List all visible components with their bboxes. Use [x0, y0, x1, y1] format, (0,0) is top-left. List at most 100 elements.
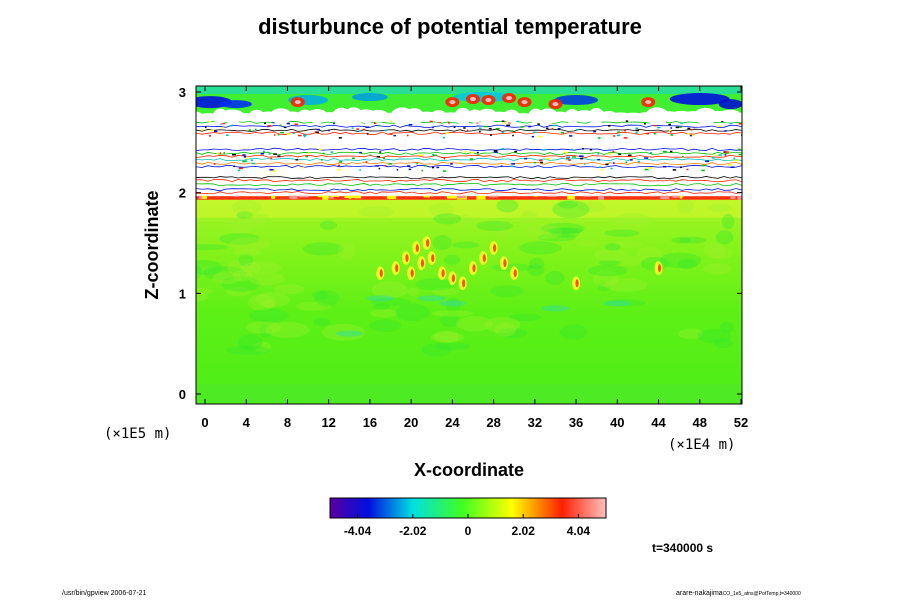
- contour-speckle: [663, 165, 667, 168]
- band-speckle: [430, 194, 434, 197]
- contour-speckle: [542, 149, 547, 151]
- band-speckle: [198, 194, 206, 199]
- upper-cyan-cap: [196, 86, 742, 95]
- texture-patch: [302, 242, 344, 256]
- cloud-fringe: [199, 113, 217, 120]
- chart-title: disturbunce of potential temperature: [258, 14, 642, 39]
- x-tick-label: 28: [486, 415, 500, 430]
- contour-line: [196, 161, 742, 166]
- texture-patch: [547, 227, 584, 234]
- contour-speckle: [631, 157, 633, 159]
- texture-patch: [225, 216, 261, 230]
- texture-patch: [497, 328, 528, 338]
- plume-core: [493, 244, 497, 253]
- contour-speckle: [219, 152, 222, 154]
- contour-speckle: [277, 155, 281, 157]
- texture-patch: [407, 287, 420, 297]
- x-tick-label: 40: [610, 415, 624, 430]
- band-speckle: [289, 194, 298, 199]
- contour-line: [196, 182, 742, 187]
- contour-speckle: [579, 155, 584, 158]
- texture-patch: [314, 290, 340, 307]
- contour-speckle: [727, 164, 732, 166]
- contour-speckle: [463, 127, 466, 129]
- contour-speckle: [571, 148, 574, 151]
- texture-patch: [295, 301, 332, 311]
- contour-speckle: [600, 168, 603, 171]
- contour-speckle: [484, 125, 489, 128]
- inversion-red-band: [196, 196, 742, 200]
- texture-patch: [221, 275, 260, 292]
- contour-speckle: [366, 133, 369, 135]
- contour-speckle: [734, 159, 739, 162]
- texture-patch: [604, 243, 621, 251]
- contour-speckle: [384, 129, 388, 132]
- contour-speckle: [406, 134, 409, 137]
- contour-speckle: [690, 134, 695, 136]
- contour-speckle: [503, 122, 506, 124]
- contour-speckle: [286, 122, 290, 125]
- warm-anomaly-core: [449, 100, 456, 105]
- contour-speckle: [635, 132, 638, 134]
- texture-patch: [453, 214, 474, 226]
- footer-command: /usr/bin/gpview 2006-07-21: [62, 590, 147, 597]
- contour-speckle: [272, 121, 276, 124]
- texture-patch: [671, 236, 691, 244]
- texture-patch: [196, 265, 203, 279]
- colorbar-tick-label: -4.04: [344, 524, 372, 538]
- contour-speckle: [730, 166, 735, 168]
- contour-speckle: [705, 160, 710, 163]
- contour-speckle: [204, 126, 207, 129]
- contour-speckle: [443, 170, 447, 172]
- contour-speckle: [264, 122, 266, 125]
- contour-speckle: [378, 124, 380, 127]
- contour-speckle: [424, 165, 427, 167]
- contour-speckle: [597, 158, 601, 161]
- contour-speckle: [421, 169, 424, 172]
- texture-patch: [476, 220, 514, 232]
- contour-speckle: [500, 165, 503, 167]
- contour-speckle: [540, 161, 543, 164]
- contour-speckle: [251, 162, 256, 165]
- contour-speckle: [717, 125, 722, 127]
- contour-speckle: [583, 163, 586, 165]
- texture-patch: [593, 248, 629, 262]
- texture-patch: [577, 201, 606, 213]
- x-tick-label: 4: [243, 415, 251, 430]
- band-speckle: [660, 194, 670, 200]
- contour-speckle: [390, 120, 393, 123]
- contour-speckle: [653, 124, 657, 127]
- texture-patch: [520, 210, 538, 222]
- contour-speckle: [670, 127, 673, 129]
- texture-patch: [202, 266, 247, 281]
- texture-patch: [525, 224, 563, 240]
- texture-patch: [434, 342, 471, 350]
- contour-speckle: [433, 154, 437, 157]
- texture-patch: [372, 303, 391, 310]
- texture-patch: [597, 281, 611, 292]
- contour-speckle: [512, 134, 514, 137]
- texture-patch: [238, 254, 254, 267]
- x-axis-title: X-coordinate: [414, 460, 524, 480]
- contour-speckle: [229, 124, 233, 127]
- texture-patch: [432, 235, 452, 251]
- contour-speckle: [501, 131, 504, 134]
- contour-speckle: [302, 134, 307, 136]
- band-speckle: [730, 194, 736, 199]
- texture-patch: [232, 270, 253, 282]
- contour-speckle: [447, 122, 450, 124]
- texture-patch: [252, 341, 271, 353]
- contour-speckle: [351, 157, 355, 160]
- x-tick-label: 48: [693, 415, 707, 430]
- contour-speckle: [242, 160, 246, 163]
- x-tick-label: 52: [734, 415, 748, 430]
- contour-speckle: [416, 162, 419, 165]
- contour-line: [196, 157, 742, 162]
- contour-line: [196, 151, 742, 156]
- y-tick-label: 0: [179, 387, 186, 402]
- contour-speckle: [737, 148, 741, 151]
- contour-speckle: [650, 152, 653, 154]
- plume-core: [482, 254, 486, 263]
- footer-author: arare-nakajima: [676, 590, 723, 597]
- contour-speckle: [245, 157, 249, 160]
